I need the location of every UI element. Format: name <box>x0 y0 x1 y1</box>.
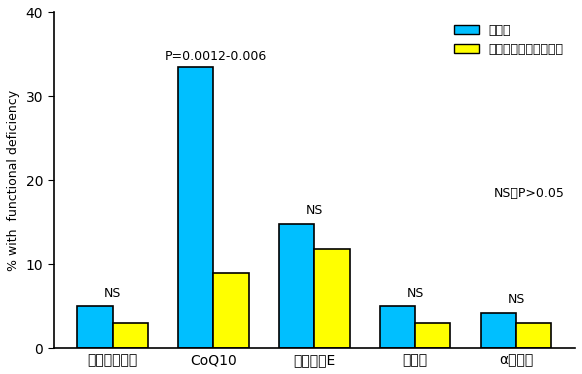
Bar <box>178 67 214 348</box>
Bar <box>481 313 516 348</box>
Bar <box>112 323 148 348</box>
Legend: 対照群, パーキンソン病患者群: 対照群, パーキンソン病患者群 <box>449 19 569 61</box>
Text: NS: NS <box>104 286 121 300</box>
Text: NS: NS <box>406 286 424 300</box>
Bar <box>214 273 249 348</box>
Bar <box>279 224 314 348</box>
Text: NS: NS <box>508 293 525 306</box>
Bar <box>77 306 112 348</box>
Bar <box>415 323 450 348</box>
Y-axis label: % with  functional deficiency: % with functional deficiency <box>7 90 20 271</box>
Bar <box>314 249 350 348</box>
Text: NS＝P>0.05: NS＝P>0.05 <box>494 187 565 200</box>
Bar <box>516 323 551 348</box>
Text: P=0.0012-0.006: P=0.0012-0.006 <box>165 50 267 63</box>
Bar <box>380 306 415 348</box>
Text: NS: NS <box>306 204 323 217</box>
